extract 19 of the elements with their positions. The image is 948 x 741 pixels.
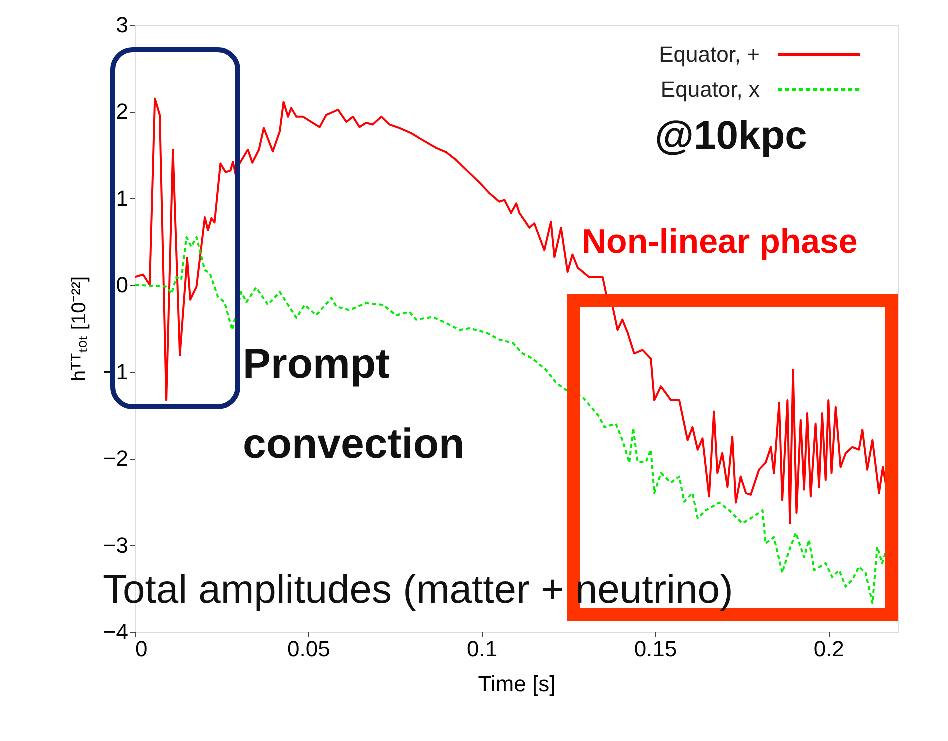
- y-tick-label: −4: [103, 620, 128, 644]
- y-tick-label: 1: [116, 186, 128, 211]
- y-tick-label: 3: [116, 12, 128, 38]
- legend-label: Equator, x: [660, 77, 760, 102]
- y-tick-label: 0: [116, 272, 128, 298]
- annotation: Non-linear phase: [582, 223, 858, 261]
- x-axis-title: Time [s]: [478, 672, 556, 696]
- x-tick-label: 0: [136, 636, 148, 662]
- x-tick-label: 0.1: [467, 636, 498, 662]
- y-tick-label: 2: [116, 99, 128, 124]
- x-tick-label: 0.05: [287, 636, 330, 662]
- y-axis-title: hᵀᵀₜₒₜ [10⁻²²]: [68, 276, 90, 382]
- x-tick-label: 0.15: [634, 636, 678, 662]
- annotation: Prompt convection: [243, 340, 465, 467]
- annotation: @10kpc: [655, 114, 808, 158]
- x-tick-label: 0.2: [814, 636, 844, 662]
- legend-label: Equator, +: [659, 42, 760, 67]
- y-tick-label: −3: [103, 532, 128, 558]
- y-tick-label: −2: [103, 446, 128, 472]
